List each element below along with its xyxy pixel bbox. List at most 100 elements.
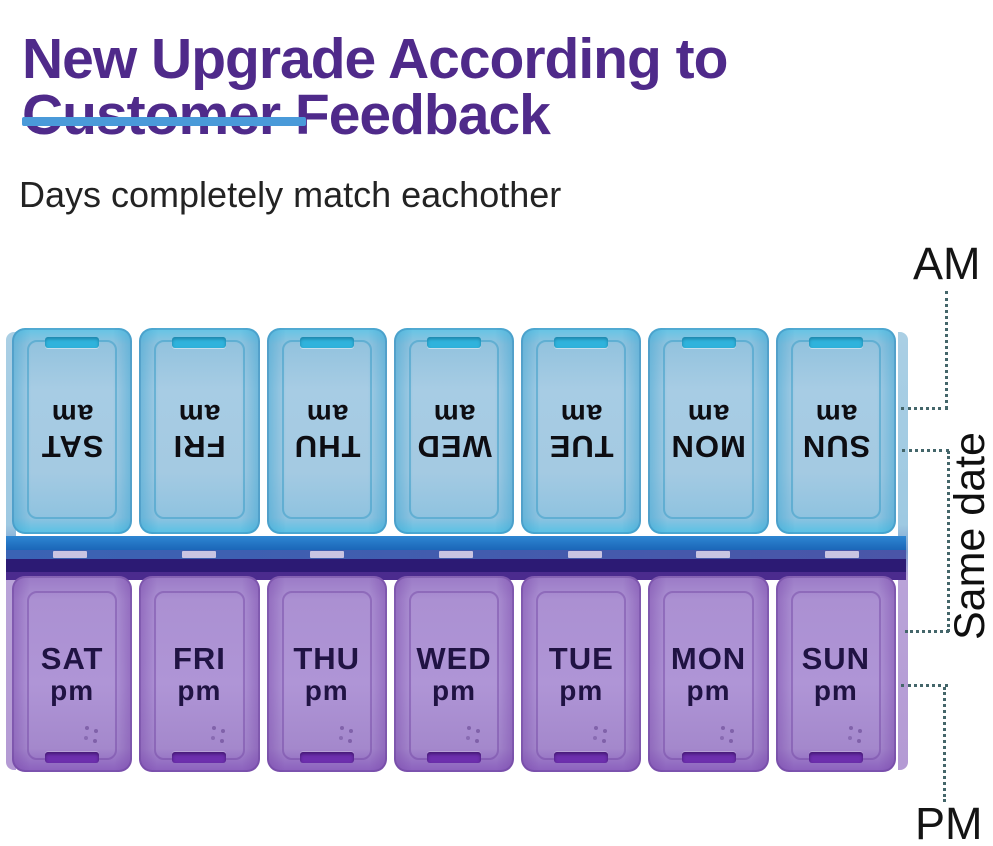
pm-compartment-fri: FRI pm	[139, 576, 260, 772]
pm-compartment-mon: MON pm	[648, 576, 769, 772]
pm-compartment-tue: TUE pm	[521, 576, 642, 772]
braille-dots	[848, 726, 853, 730]
day-label: WED	[416, 429, 492, 464]
ampm-label: pm	[686, 675, 731, 706]
day-label: MON	[670, 641, 747, 676]
day-label: MON	[670, 429, 747, 464]
braille-dots	[339, 726, 344, 730]
lid-label: FRI am	[139, 328, 259, 534]
latch-tab	[554, 337, 609, 348]
latch-tab	[426, 337, 481, 348]
lid-label: SAT pm	[12, 576, 132, 772]
pm-bracket-vertical-line	[943, 687, 946, 802]
hinge-pin-dash	[310, 551, 345, 558]
latch-tab	[426, 752, 481, 763]
latch-tab	[808, 337, 863, 348]
hinge-pin	[135, 550, 264, 559]
lid-label: TUE am	[521, 328, 641, 534]
hinge-strip	[6, 536, 906, 580]
day-label: SUN	[801, 429, 871, 464]
hinge-pin	[263, 550, 392, 559]
latch-tab	[299, 337, 354, 348]
lid-label: WED pm	[394, 576, 514, 772]
ampm-label: am	[178, 399, 221, 430]
hinge-pin-dash	[567, 551, 602, 558]
hinge-pin	[6, 550, 135, 559]
day-label: FRI	[172, 429, 226, 464]
braille-dots	[721, 726, 726, 730]
day-label: WED	[416, 641, 492, 676]
latch-tab	[172, 752, 227, 763]
hinge-pin	[392, 550, 521, 559]
ampm-label: am	[814, 399, 858, 430]
day-label: THU	[293, 429, 361, 464]
lid-label: THU pm	[267, 576, 387, 772]
title-line-1: New Upgrade According to	[22, 27, 728, 92]
latch-tab	[299, 752, 354, 763]
lid-label: SAT am	[12, 328, 132, 534]
lid-label: THU am	[267, 328, 387, 534]
lid-label: SUN am	[776, 328, 896, 534]
am-row: SAT am FRI am THU am WED am TUE am	[12, 328, 896, 534]
latch-tab	[681, 752, 736, 763]
am-annotation-label: AM	[913, 238, 981, 289]
braille-dots	[594, 726, 599, 730]
latch-tab	[172, 337, 227, 348]
pm-row: SAT pm FRI pm THU pm WED pm TUE pm	[12, 576, 896, 772]
ampm-label: pm	[431, 675, 476, 706]
braille-dots	[84, 726, 89, 730]
lid-label: MON pm	[648, 576, 768, 772]
ampm-label: am	[305, 399, 348, 430]
latch-tab	[554, 752, 609, 763]
latch-tab	[681, 337, 736, 348]
am-compartment-sat: SAT am	[12, 328, 133, 534]
ampm-label: pm	[177, 675, 222, 706]
lid-label: FRI pm	[139, 576, 259, 772]
title-underline	[22, 117, 306, 126]
pm-compartment-wed: WED pm	[393, 576, 515, 772]
day-label: SAT	[40, 429, 104, 464]
ampm-label: am	[687, 399, 730, 430]
hinge-pin-dash	[439, 551, 474, 558]
am-bracket-vertical-line	[945, 291, 948, 409]
pm-bracket-horizontal-line	[901, 684, 948, 687]
lid-label: WED am	[394, 328, 514, 534]
latch-tab	[808, 752, 863, 763]
ampm-label: am	[432, 399, 476, 430]
pm-compartment-thu: THU pm	[266, 576, 387, 772]
am-compartment-tue: TUE am	[521, 328, 642, 534]
title-line-2: Customer Feedback	[22, 83, 551, 148]
ampm-label: pm	[50, 675, 95, 706]
lid-label: MON am	[648, 328, 768, 534]
same-date-annotation-label: Same date	[946, 432, 993, 640]
braille-dots	[212, 726, 217, 730]
hinge-pin-dash	[824, 551, 859, 558]
hinge-pin-dash	[181, 551, 216, 558]
hinge-pin-strip	[6, 550, 906, 559]
braille-dots	[466, 726, 471, 730]
subtitle: Days completely match eachother	[19, 174, 562, 215]
hinge-blue-strip	[6, 536, 906, 550]
am-compartment-sun: SUN am	[775, 328, 896, 534]
ampm-label: pm	[304, 675, 349, 706]
pm-compartment-sat: SAT pm	[12, 576, 133, 772]
day-label: SAT	[40, 641, 104, 676]
pm-annotation-label: PM	[915, 798, 983, 846]
ampm-label: pm	[813, 675, 858, 706]
day-label: TUE	[548, 641, 614, 676]
day-label: FRI	[172, 641, 226, 676]
latch-tab	[45, 337, 100, 348]
day-label: TUE	[548, 429, 614, 464]
page-title: New Upgrade According to Customer Feedba…	[22, 27, 728, 148]
hinge-pin	[649, 550, 778, 559]
lid-label: SUN pm	[776, 576, 896, 772]
pm-compartment-sun: SUN pm	[775, 576, 896, 772]
ampm-label: am	[560, 399, 603, 430]
same-date-bracket-vertical-line	[947, 451, 950, 632]
pill-organizer: SAT am FRI am THU am WED am TUE am	[6, 324, 908, 776]
ampm-label: am	[50, 399, 94, 430]
ampm-label: pm	[559, 675, 604, 706]
hinge-pin-dash	[696, 551, 731, 558]
hinge-pin	[777, 550, 906, 559]
